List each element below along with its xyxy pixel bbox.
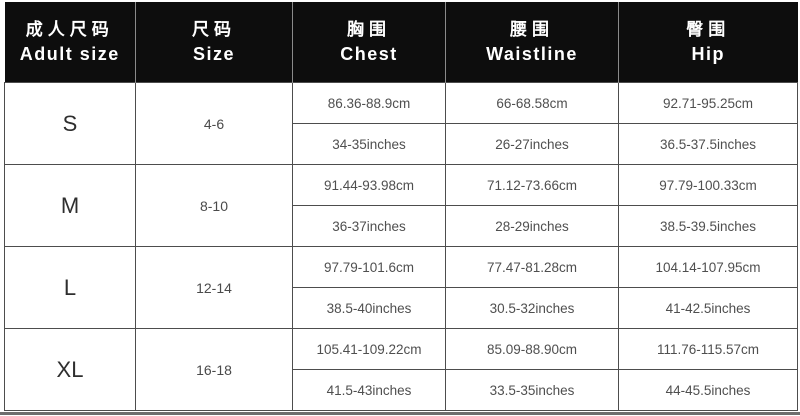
table-row-l-cm: L 12-14 97.79-101.6cm 77.47-81.28cm 104.…: [4, 246, 798, 329]
header-hip-zh: 臀围: [686, 19, 731, 39]
table-row-xl-inches: 41.5-43inches 33.5-35inches 44-45.5inche…: [5, 369, 798, 411]
cell-chest-cm-xl: 105.41-109.22cm: [292, 328, 446, 370]
cell-chest-in-m: 36-37inches: [292, 205, 446, 247]
cell-size-range-l: 12-14: [135, 246, 293, 329]
cell-hip-in-s: 36.5-37.5inches: [618, 123, 798, 165]
cell-waist-in-xl: 33.5-35inches: [445, 369, 619, 411]
header-waistline-zh: 腰围: [510, 19, 554, 39]
cell-waist-cm-xl: 85.09-88.90cm: [445, 328, 619, 370]
table-row-xl-cm: XL 16-18 105.41-109.22cm 85.09-88.90cm 1…: [4, 328, 798, 411]
cell-size-range-xl: 16-18: [135, 328, 293, 411]
header-size: 尺码 Size: [135, 2, 293, 83]
table-header: 成人尺码 Adult size 尺码 Size 胸围 Chest 腰围 Wais…: [4, 2, 798, 83]
cell-chest-cm-l: 97.79-101.6cm: [292, 246, 446, 288]
cell-chest-cm-s: 86.36-88.9cm: [292, 82, 446, 124]
cell-waist-cm-s: 66-68.58cm: [445, 82, 619, 124]
header-chest-en: Chest: [340, 44, 398, 65]
cell-hip-cm-xl: 111.76-115.57cm: [618, 328, 798, 370]
cell-waist-in-m: 28-29inches: [445, 205, 619, 247]
cell-size-range-s: 4-6: [135, 82, 293, 165]
header-waistline: 腰围 Waistline: [445, 2, 619, 83]
cell-hip-cm-l: 104.14-107.95cm: [618, 246, 798, 288]
cell-chest-cm-m: 91.44-93.98cm: [292, 164, 446, 206]
cell-size-label-s: S: [4, 82, 136, 165]
table-body: S 4-6 86.36-88.9cm 66-68.58cm 92.71-95.2…: [4, 82, 798, 411]
header-adult-size-en: Adult size: [19, 44, 120, 65]
cell-chest-in-s: 34-35inches: [292, 123, 446, 165]
cell-hip-in-xl: 44-45.5inches: [618, 369, 798, 411]
header-size-en: Size: [192, 44, 236, 65]
cell-size-range-m: 8-10: [135, 164, 293, 247]
cell-waist-in-s: 26-27inches: [445, 123, 619, 165]
header-adult-size-zh: 成人尺码: [25, 19, 114, 39]
header-chest-zh: 胸围: [347, 19, 391, 39]
size-chart-table: 成人尺码 Adult size 尺码 Size 胸围 Chest 腰围 Wais…: [4, 2, 798, 411]
table-row-l-inches: 38.5-40inches 30.5-32inches 41-42.5inche…: [5, 287, 798, 329]
cell-waist-cm-m: 71.12-73.66cm: [445, 164, 619, 206]
cell-hip-cm-s: 92.71-95.25cm: [618, 82, 798, 124]
header-row: 成人尺码 Adult size 尺码 Size 胸围 Chest 腰围 Wais…: [4, 2, 798, 83]
header-adult-size: 成人尺码 Adult size: [4, 2, 136, 83]
table-row-s-inches: 34-35inches 26-27inches 36.5-37.5inches: [5, 123, 798, 165]
cell-waist-in-l: 30.5-32inches: [445, 287, 619, 329]
table-row-m-cm: M 8-10 91.44-93.98cm 71.12-73.66cm 97.79…: [4, 164, 798, 247]
header-hip: 臀围 Hip: [618, 2, 798, 83]
cell-chest-in-xl: 41.5-43inches: [292, 369, 446, 411]
cell-size-label-l: L: [4, 246, 136, 329]
cell-size-label-xl: XL: [4, 328, 136, 411]
cell-chest-in-l: 38.5-40inches: [292, 287, 446, 329]
cell-hip-in-l: 41-42.5inches: [618, 287, 798, 329]
header-chest: 胸围 Chest: [292, 2, 446, 83]
cell-hip-in-m: 38.5-39.5inches: [618, 205, 798, 247]
header-waistline-en: Waistline: [486, 44, 578, 65]
cell-waist-cm-l: 77.47-81.28cm: [445, 246, 619, 288]
table-row-m-inches: 36-37inches 28-29inches 38.5-39.5inches: [5, 205, 798, 247]
cell-size-label-m: M: [4, 164, 136, 247]
cropped-next-section-edge: [0, 412, 800, 415]
cell-hip-cm-m: 97.79-100.33cm: [618, 164, 798, 206]
header-size-zh: 尺码: [192, 19, 236, 39]
table-row-s-cm: S 4-6 86.36-88.9cm 66-68.58cm 92.71-95.2…: [4, 82, 798, 165]
header-hip-en: Hip: [691, 44, 725, 65]
